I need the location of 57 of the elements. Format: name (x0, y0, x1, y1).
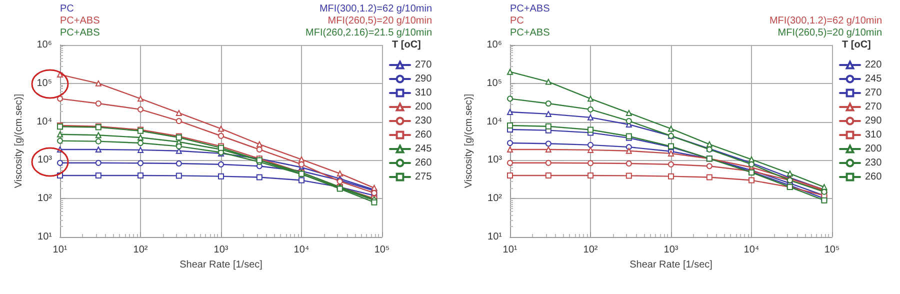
legend-label: 200 (415, 102, 432, 112)
x-axis-title: Shear Rate [1/sec] (630, 259, 713, 270)
x-tick-label: 10³ (664, 244, 679, 256)
legend-label: 230 (415, 116, 432, 126)
legend-label: 260 (415, 158, 432, 168)
text: PC (510, 16, 524, 26)
legend-label: 260 (415, 130, 432, 140)
legend-label: 270 (865, 102, 882, 112)
x-tick-label: 10⁴ (744, 244, 760, 256)
y-tick-label: 10³ (38, 154, 53, 166)
legend-label: 260 (865, 172, 882, 182)
x-axis-title: Shear Rate [1/sec] (180, 259, 263, 270)
text: MFI(260,5)=20 g/10min (778, 28, 882, 38)
legend-label: 270 (415, 60, 432, 70)
x-tick-label: 10⁵ (374, 244, 390, 256)
legend-label: 220 (865, 60, 882, 70)
y-axis-title: Viscosity [g/(cm.sec)] (464, 94, 474, 188)
x-tick-label: 10³ (214, 244, 229, 256)
x-tick-label: 10¹ (502, 244, 518, 256)
legend-label: 310 (415, 88, 432, 98)
text: PC+ABS (60, 16, 100, 26)
y-tick-label: 10⁵ (486, 78, 502, 89)
x-tick-label: 10⁴ (294, 244, 310, 256)
legend-label: 230 (865, 158, 882, 168)
y-tick-label: 10² (488, 193, 503, 204)
legend-label: 290 (415, 74, 432, 84)
text: MFI(260,2.16)=21.5 g/10min (306, 28, 432, 38)
text: MFI(260,5)=20 g/10min (328, 16, 432, 26)
legend-label: 275 (415, 172, 432, 182)
x-tick-label: 10⁵ (824, 244, 840, 256)
legend-label: 270 (865, 88, 882, 98)
y-tick-label: 10¹ (38, 232, 53, 242)
legend-title: T [oC] (392, 40, 421, 50)
legend-label: 310 (865, 130, 882, 140)
text: PC (60, 4, 74, 14)
y-tick-label: 10⁵ (36, 78, 52, 89)
legend-title: T [oC] (842, 40, 871, 50)
text: PC+ABS (60, 28, 100, 38)
x-tick-label: 10² (583, 244, 598, 256)
y-tick-label: 10⁶ (486, 40, 502, 50)
x-tick-label: 10¹ (52, 244, 68, 256)
legend-label: 245 (415, 144, 432, 154)
y-axis-title: Viscosity [g/(cm.sec)] (14, 94, 24, 188)
x-tick-label: 10² (133, 244, 148, 256)
y-tick-label: 10³ (488, 154, 503, 166)
y-tick-label: 10⁴ (36, 116, 52, 128)
text: MFI(300,1.2)=62 g/10min (769, 16, 882, 26)
text: PC+ABS (510, 4, 550, 14)
y-tick-label: 10⁶ (36, 40, 52, 50)
text: PC+ABS (510, 28, 550, 38)
legend-label: 245 (865, 74, 882, 84)
y-tick-label: 10² (38, 193, 53, 204)
legend-label: 200 (865, 144, 882, 154)
legend-label: 290 (865, 116, 882, 126)
text: MFI(300,1.2)=62 g/10min (319, 4, 432, 14)
y-tick-label: 10⁴ (486, 116, 502, 128)
y-tick-label: 10¹ (488, 232, 503, 242)
